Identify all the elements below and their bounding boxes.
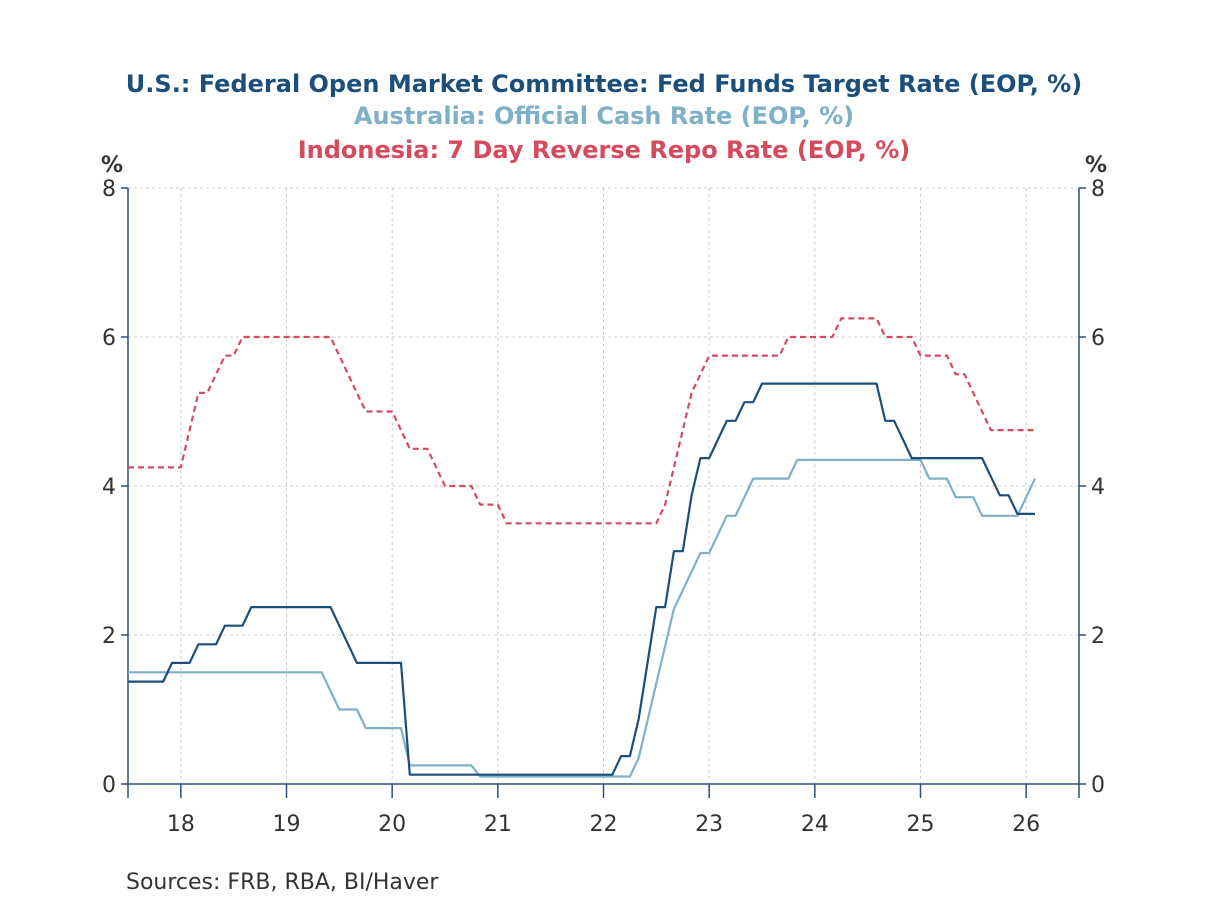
y-tick-label-left: 8	[102, 177, 116, 202]
axes	[121, 187, 1086, 798]
x-tick-label: 25	[907, 812, 935, 837]
x-tick-label: 18	[167, 812, 195, 837]
x-tick-label: 22	[590, 812, 618, 837]
y-tick-label-left: 0	[102, 773, 116, 798]
x-tick-label: 24	[801, 812, 829, 837]
series-line-australia-cash-rate	[128, 458, 1036, 778]
sources-note: Sources: FRB, RBA, BI/Haver	[126, 870, 439, 895]
x-tick-label: 19	[273, 812, 301, 837]
y-tick-label-right: 6	[1091, 326, 1105, 351]
y-tick-label-right: 4	[1091, 475, 1105, 500]
y-tick-label-left: 4	[102, 475, 116, 500]
y-unit-left: %	[101, 153, 123, 178]
y-tick-label-right: 2	[1091, 624, 1105, 649]
x-tick-label: 23	[695, 812, 723, 837]
chart-title-us: U.S.: Federal Open Market Committee: Fed…	[126, 70, 1082, 98]
y-tick-label-right: 8	[1091, 177, 1105, 202]
y-tick-label-left: 6	[102, 326, 116, 351]
tick-labels: 0 02 24 46 68 818 19 20 21 22 23 24 25 26	[102, 177, 1105, 837]
series-lines	[128, 317, 1036, 778]
y-tick-label-right: 0	[1091, 773, 1105, 798]
chart-title-australia: Australia: Official Cash Rate (EOP, %)	[354, 102, 854, 130]
y-tick-label-left: 2	[102, 624, 116, 649]
chart-title-indonesia: Indonesia: 7 Day Reverse Repo Rate (EOP,…	[298, 136, 911, 164]
chart-title-group: U.S.: Federal Open Market Committee: Fed…	[126, 70, 1082, 164]
grid	[128, 187, 1079, 784]
x-tick-label: 26	[1012, 812, 1040, 837]
series-line-indonesia-repo-rate	[128, 317, 1035, 525]
x-tick-label: 20	[378, 812, 406, 837]
y-unit-right: %	[1085, 153, 1107, 178]
series-line-us-fed-funds	[128, 382, 1035, 776]
x-tick-label: 21	[484, 812, 512, 837]
